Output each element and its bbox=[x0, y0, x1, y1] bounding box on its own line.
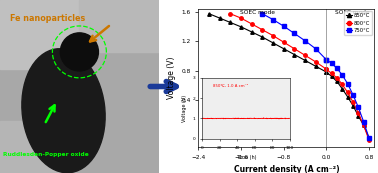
750°C bbox=[329, 62, 334, 64]
800°C bbox=[329, 72, 334, 75]
800°C bbox=[345, 91, 350, 93]
800°C bbox=[260, 29, 265, 31]
850°C bbox=[367, 136, 371, 139]
800°C bbox=[361, 124, 366, 126]
850°C bbox=[271, 42, 275, 44]
750°C bbox=[351, 94, 355, 96]
800°C bbox=[340, 83, 344, 85]
850°C bbox=[335, 80, 339, 83]
800°C bbox=[292, 48, 297, 50]
850°C bbox=[260, 36, 265, 38]
850°C bbox=[324, 71, 328, 73]
800°C bbox=[281, 41, 286, 43]
750°C bbox=[361, 121, 366, 123]
Text: Ruddlesden-Popper oxide: Ruddlesden-Popper oxide bbox=[3, 152, 89, 157]
Ellipse shape bbox=[22, 49, 105, 173]
Bar bbox=[0, 121, 64, 173]
850°C bbox=[228, 21, 233, 24]
Bar bbox=[79, 0, 159, 52]
850°C bbox=[340, 88, 344, 90]
800°C bbox=[228, 13, 233, 15]
800°C bbox=[367, 139, 371, 141]
800°C bbox=[351, 101, 355, 103]
750°C bbox=[345, 83, 350, 85]
750°C bbox=[367, 136, 371, 139]
750°C bbox=[303, 40, 307, 42]
750°C bbox=[271, 19, 275, 21]
Y-axis label: Voltage (V): Voltage (V) bbox=[167, 57, 176, 99]
800°C bbox=[335, 77, 339, 79]
Bar bbox=[0, 0, 79, 69]
850°C bbox=[356, 115, 361, 117]
Text: SOEC mode: SOEC mode bbox=[240, 10, 274, 15]
850°C bbox=[249, 31, 254, 33]
850°C bbox=[351, 104, 355, 107]
750°C bbox=[281, 25, 286, 27]
750°C bbox=[340, 74, 344, 76]
850°C bbox=[207, 13, 211, 15]
800°C bbox=[239, 17, 243, 19]
750°C bbox=[313, 48, 318, 50]
850°C bbox=[345, 96, 350, 98]
Text: Fe nanoparticles: Fe nanoparticles bbox=[9, 14, 85, 23]
850°C bbox=[361, 124, 366, 126]
750°C bbox=[324, 59, 328, 61]
750°C bbox=[335, 67, 339, 69]
Text: SOFC mode: SOFC mode bbox=[335, 10, 369, 15]
850°C bbox=[217, 17, 222, 19]
800°C bbox=[271, 35, 275, 37]
Line: 800°C: 800°C bbox=[229, 12, 371, 142]
Legend: 850°C, 800°C, 750°C: 850°C, 800°C, 750°C bbox=[344, 11, 372, 35]
Line: 850°C: 850°C bbox=[208, 12, 371, 139]
850°C bbox=[324, 71, 328, 73]
750°C bbox=[324, 59, 328, 61]
800°C bbox=[313, 61, 318, 63]
X-axis label: Current density (A cm⁻²): Current density (A cm⁻²) bbox=[234, 165, 339, 173]
850°C bbox=[292, 53, 297, 56]
800°C bbox=[356, 112, 361, 114]
800°C bbox=[249, 23, 254, 25]
750°C bbox=[260, 13, 265, 15]
800°C bbox=[324, 68, 328, 70]
850°C bbox=[303, 59, 307, 61]
800°C bbox=[303, 54, 307, 56]
850°C bbox=[329, 75, 334, 78]
750°C bbox=[356, 106, 361, 108]
850°C bbox=[239, 26, 243, 28]
850°C bbox=[281, 48, 286, 50]
Line: 750°C: 750°C bbox=[260, 12, 371, 139]
750°C bbox=[292, 32, 297, 34]
850°C bbox=[313, 65, 318, 67]
Ellipse shape bbox=[60, 33, 98, 71]
800°C bbox=[324, 68, 328, 70]
